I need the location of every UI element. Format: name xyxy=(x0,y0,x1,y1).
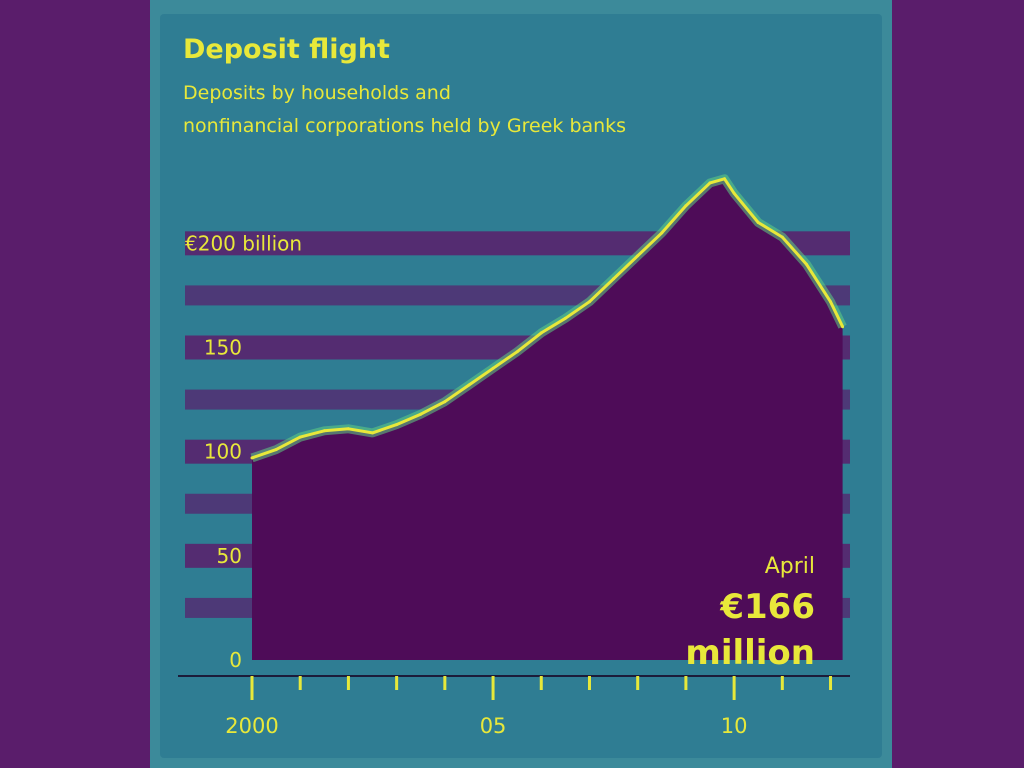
data-point xyxy=(563,316,567,320)
data-point xyxy=(467,383,471,387)
data-point xyxy=(539,331,543,335)
data-point xyxy=(274,448,278,452)
y-tick-label: 100 xyxy=(204,440,242,464)
data-point xyxy=(804,262,808,266)
data-point xyxy=(443,400,447,404)
data-point xyxy=(841,325,845,329)
data-point xyxy=(684,204,688,208)
chart-subtitle-line1: Deposits by households and xyxy=(183,82,451,104)
data-point xyxy=(829,300,832,304)
data-point xyxy=(322,429,326,433)
data-point xyxy=(250,456,254,460)
data-point xyxy=(732,191,736,195)
data-point xyxy=(346,427,350,431)
y-tick-label: 0 xyxy=(229,648,242,672)
x-tick-label: 2000 xyxy=(225,714,278,738)
x-axis xyxy=(178,675,850,700)
x-axis-labels: 2000 05 10 xyxy=(225,714,747,738)
y-tick-label: 50 xyxy=(217,544,242,568)
data-point xyxy=(612,277,616,281)
data-point xyxy=(660,231,664,235)
data-point xyxy=(298,435,302,439)
right-margin xyxy=(892,0,1024,768)
data-point xyxy=(756,221,760,224)
y-tick-label: €200 billion xyxy=(185,231,302,255)
x-tick-label: 05 xyxy=(480,714,507,738)
y-axis-labels: €200 billion 150 100 50 0 xyxy=(185,231,302,672)
data-point xyxy=(723,177,726,181)
data-point xyxy=(371,431,374,435)
data-point xyxy=(708,181,712,185)
left-margin xyxy=(0,0,150,768)
data-point xyxy=(395,423,399,427)
data-point xyxy=(515,350,519,354)
annotation-unit: million xyxy=(685,633,815,673)
x-tick-label: 10 xyxy=(721,714,748,738)
annotation-value: €166 xyxy=(719,587,815,627)
chart-subtitle-line2: nonfinancial corporations held by Greek … xyxy=(183,115,626,137)
data-point xyxy=(419,412,423,416)
chart-title: Deposit flight xyxy=(183,34,390,65)
data-point xyxy=(588,300,591,304)
data-point xyxy=(780,235,784,239)
annotation-month: April xyxy=(765,554,815,579)
area-fill xyxy=(252,178,843,661)
area-series xyxy=(250,174,847,661)
data-point xyxy=(491,366,495,370)
data-point xyxy=(636,254,640,258)
y-tick-label: 150 xyxy=(204,336,242,360)
